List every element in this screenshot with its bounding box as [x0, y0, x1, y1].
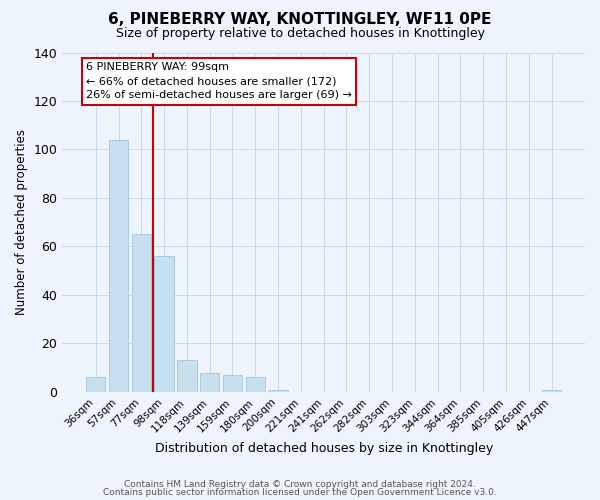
Bar [542, 390, 561, 392]
Text: 6, PINEBERRY WAY, KNOTTINGLEY, WF11 0PE: 6, PINEBERRY WAY, KNOTTINGLEY, WF11 0PE [109, 12, 491, 28]
Bar [200, 372, 220, 392]
Bar [154, 256, 174, 392]
Text: Size of property relative to detached houses in Knottingley: Size of property relative to detached ho… [115, 28, 485, 40]
Bar [177, 360, 197, 392]
Text: Contains public sector information licensed under the Open Government Licence v3: Contains public sector information licen… [103, 488, 497, 497]
Text: Contains HM Land Registry data © Crown copyright and database right 2024.: Contains HM Land Registry data © Crown c… [124, 480, 476, 489]
Bar [223, 375, 242, 392]
Bar [86, 378, 106, 392]
Bar [245, 378, 265, 392]
Bar [268, 390, 288, 392]
Bar [109, 140, 128, 392]
X-axis label: Distribution of detached houses by size in Knottingley: Distribution of detached houses by size … [155, 442, 493, 455]
Bar [131, 234, 151, 392]
Y-axis label: Number of detached properties: Number of detached properties [15, 129, 28, 315]
Text: 6 PINEBERRY WAY: 99sqm
← 66% of detached houses are smaller (172)
26% of semi-de: 6 PINEBERRY WAY: 99sqm ← 66% of detached… [86, 62, 352, 100]
